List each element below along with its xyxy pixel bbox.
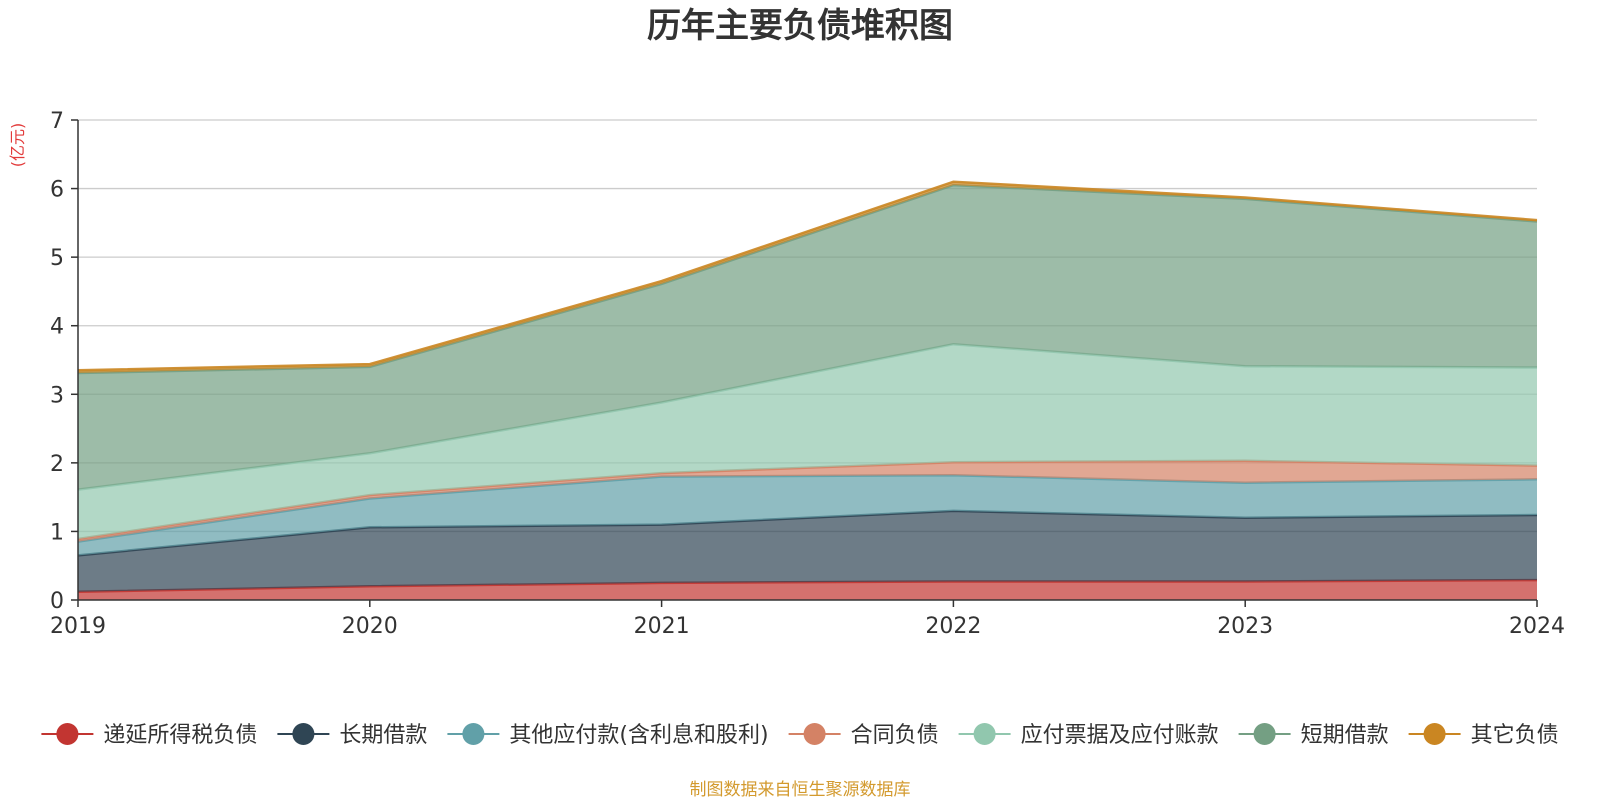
legend-marker-5 xyxy=(1253,723,1276,745)
y-tick-label: 5 xyxy=(50,246,64,271)
y-axis-unit-label: (亿元) xyxy=(8,123,27,168)
legend-label: 应付票据及应付账款 xyxy=(1021,723,1219,748)
x-tick-label: 2020 xyxy=(342,614,398,639)
legend: 递延所得税负债 长期借款 其他应付款(含利息和股利) 合同负债 应付票据及应付账款 短期借… xyxy=(41,723,1559,748)
legend-marker-6 xyxy=(1423,723,1446,745)
legend-label: 长期借款 xyxy=(339,723,427,748)
area-series-3 xyxy=(78,460,1537,542)
area-series-2 xyxy=(78,475,1537,556)
legend-item-6: 其它负债 xyxy=(1408,723,1559,748)
legend-item-2: 其他应付款(含利息和股利) xyxy=(447,723,769,748)
legend-label: 递延所得税负债 xyxy=(103,723,257,748)
y-tick-label: 4 xyxy=(50,315,64,340)
legend-marker-3 xyxy=(803,723,826,745)
y-tick-label: 0 xyxy=(50,589,64,614)
y-axis-ticks: 0 1 2 3 4 5 6 7 xyxy=(50,109,78,614)
legend-marker-2 xyxy=(462,723,485,745)
legend-item-4: 应付票据及应付账款 xyxy=(958,723,1219,748)
area-series-5 xyxy=(78,185,1537,490)
x-tick-label: 2023 xyxy=(1217,614,1273,639)
area-series-1 xyxy=(78,510,1537,592)
x-tick-label: 2021 xyxy=(634,614,690,639)
x-axis-ticks: 2019 2020 2021 2022 2023 2024 xyxy=(50,600,1565,639)
legend-item-5: 短期借款 xyxy=(1238,723,1389,748)
data-source-footer: 制图数据来自恒生聚源数据库 xyxy=(690,780,911,800)
area-series-4 xyxy=(78,344,1537,539)
y-tick-label: 7 xyxy=(50,109,64,134)
x-tick-label: 2022 xyxy=(925,614,981,639)
y-tick-label: 2 xyxy=(50,452,64,477)
legend-item-3: 合同负债 xyxy=(788,723,939,748)
area-series-0 xyxy=(78,580,1537,600)
axes xyxy=(77,120,1537,601)
x-tick-label: 2019 xyxy=(50,614,106,639)
series-line-6 xyxy=(77,180,1538,372)
legend-label: 其他应付款(含利息和股利) xyxy=(509,723,768,748)
legend-label: 短期借款 xyxy=(1301,723,1389,748)
y-tick-label: 1 xyxy=(50,520,64,545)
y-tick-label: 6 xyxy=(50,178,64,203)
legend-marker-1 xyxy=(292,723,315,745)
legend-marker-4 xyxy=(973,723,996,745)
legend-item-1: 长期借款 xyxy=(277,723,427,748)
legend-label: 合同负债 xyxy=(851,723,939,748)
legend-item-0: 递延所得税负债 xyxy=(41,723,257,748)
x-tick-label: 2024 xyxy=(1509,614,1565,639)
area-series-group xyxy=(77,180,1538,600)
chart-title: 历年主要负债堆积图 xyxy=(647,6,953,46)
y-tick-label: 3 xyxy=(50,383,64,408)
legend-label: 其它负债 xyxy=(1471,723,1559,748)
legend-marker-0 xyxy=(56,723,79,745)
